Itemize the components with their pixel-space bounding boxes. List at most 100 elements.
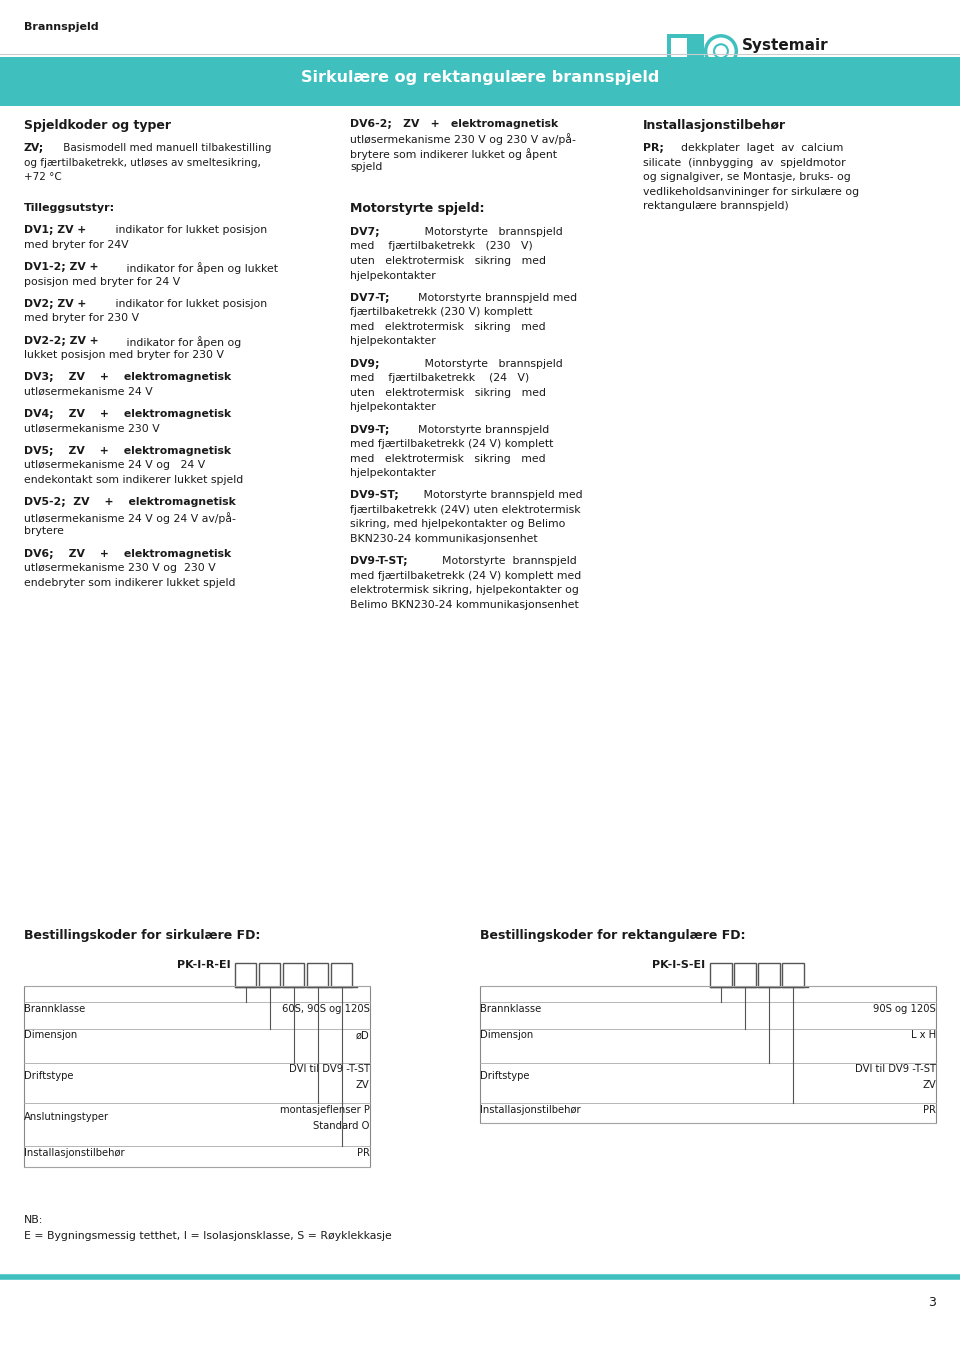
Bar bbox=[259, 963, 280, 987]
Text: Motorstyrte brannspjeld med: Motorstyrte brannspjeld med bbox=[420, 490, 582, 500]
Text: med bryter for 24V: med bryter for 24V bbox=[24, 240, 129, 249]
Text: DV7-T;: DV7-T; bbox=[350, 292, 390, 303]
Text: DV3;    ZV    +    elektromagnetisk: DV3; ZV + elektromagnetisk bbox=[24, 372, 231, 383]
Text: DVI til DV9 -T-ST: DVI til DV9 -T-ST bbox=[855, 1064, 936, 1074]
Text: Motorstyrte brannspjeld med: Motorstyrte brannspjeld med bbox=[411, 292, 577, 303]
Text: PK-I-R-EI: PK-I-R-EI bbox=[177, 960, 230, 970]
Text: Driftstype: Driftstype bbox=[480, 1071, 530, 1082]
Text: utløsermekanisme 24 V: utløsermekanisme 24 V bbox=[24, 387, 153, 397]
Bar bbox=[710, 963, 732, 987]
Text: DV9-T-ST;: DV9-T-ST; bbox=[350, 556, 408, 566]
Text: ZV: ZV bbox=[923, 1080, 936, 1090]
Bar bbox=[667, 34, 704, 69]
Text: DVI til DV9 -T-ST: DVI til DV9 -T-ST bbox=[289, 1064, 370, 1074]
Text: Bestillingskoder for sirkulære FD:: Bestillingskoder for sirkulære FD: bbox=[24, 929, 260, 943]
Text: endekontakt som indikerer lukket spjeld: endekontakt som indikerer lukket spjeld bbox=[24, 475, 243, 485]
Text: Brannklasse: Brannklasse bbox=[24, 1004, 85, 1013]
Text: DV9;: DV9; bbox=[350, 358, 380, 369]
Text: NB:: NB: bbox=[24, 1215, 43, 1224]
Text: indikator for lukket posisjon: indikator for lukket posisjon bbox=[112, 225, 268, 236]
Bar bbox=[782, 963, 804, 987]
Text: utløsermekanisme 230 V og  230 V: utløsermekanisme 230 V og 230 V bbox=[24, 563, 216, 572]
Text: og fjærtilbaketrekk, utløses av smeltesikring,: og fjærtilbaketrekk, utløses av smeltesi… bbox=[24, 158, 261, 168]
Text: Motorstyrte brannspjeld: Motorstyrte brannspjeld bbox=[411, 424, 549, 435]
Text: 3: 3 bbox=[928, 1296, 936, 1309]
Bar bbox=[734, 963, 756, 987]
Text: utløsermekanisme 230 V: utløsermekanisme 230 V bbox=[24, 424, 159, 434]
Text: Belimo BKN230-24 kommunikasjonsenhet: Belimo BKN230-24 kommunikasjonsenhet bbox=[350, 599, 579, 610]
Text: DV5;    ZV    +    elektromagnetisk: DV5; ZV + elektromagnetisk bbox=[24, 446, 231, 455]
Text: BKN230-24 kommunikasjonsenhet: BKN230-24 kommunikasjonsenhet bbox=[350, 533, 538, 544]
Text: indikator for lukket posisjon: indikator for lukket posisjon bbox=[112, 299, 268, 308]
Text: lukket posisjon med bryter for 230 V: lukket posisjon med bryter for 230 V bbox=[24, 350, 224, 360]
Text: uten   elektrotermisk   sikring   med: uten elektrotermisk sikring med bbox=[350, 256, 546, 265]
Text: dekkplater  laget  av  calcium: dekkplater laget av calcium bbox=[674, 143, 843, 154]
Bar bbox=[283, 963, 304, 987]
Text: brytere: brytere bbox=[24, 527, 64, 536]
Text: Motorstyrte  brannspjeld: Motorstyrte brannspjeld bbox=[435, 556, 577, 566]
Text: Dimensjon: Dimensjon bbox=[24, 1030, 77, 1040]
Text: 60S, 90S og 120S: 60S, 90S og 120S bbox=[281, 1004, 370, 1013]
Text: Sirkulære og rektangulære brannspjeld: Sirkulære og rektangulære brannspjeld bbox=[300, 70, 660, 85]
Text: Anslutningstyper: Anslutningstyper bbox=[24, 1111, 109, 1122]
Text: med   elektrotermisk   sikring   med: med elektrotermisk sikring med bbox=[350, 454, 546, 463]
Text: DV7;: DV7; bbox=[350, 226, 380, 237]
Text: DV1; ZV +: DV1; ZV + bbox=[24, 225, 86, 236]
Text: indikator for åpen og: indikator for åpen og bbox=[123, 335, 241, 348]
Text: PR: PR bbox=[357, 1148, 370, 1157]
Text: fjærtilbaketrekk (230 V) komplett: fjærtilbaketrekk (230 V) komplett bbox=[350, 307, 533, 318]
Text: med    fjærtilbaketrekk    (24   V): med fjærtilbaketrekk (24 V) bbox=[350, 373, 530, 383]
Text: PK-I-S-EI: PK-I-S-EI bbox=[653, 960, 706, 970]
Text: DV6;    ZV    +    elektromagnetisk: DV6; ZV + elektromagnetisk bbox=[24, 548, 231, 559]
Text: rektangulære brannspjeld): rektangulære brannspjeld) bbox=[643, 202, 789, 211]
Text: DV9-T;: DV9-T; bbox=[350, 424, 390, 435]
Text: Brannklasse: Brannklasse bbox=[480, 1004, 541, 1013]
Text: Systemair: Systemair bbox=[742, 38, 828, 53]
Text: fjærtilbaketrekk (24V) uten elektrotermisk: fjærtilbaketrekk (24V) uten elektrotermi… bbox=[350, 505, 581, 515]
Text: E = Bygningsmessig tetthet, I = Isolasjonsklasse, S = Røyklekkasje: E = Bygningsmessig tetthet, I = Isolasjo… bbox=[24, 1231, 392, 1241]
Bar bbox=[307, 963, 328, 987]
Text: sikring, med hjelpekontakter og Belimo: sikring, med hjelpekontakter og Belimo bbox=[350, 520, 565, 529]
Text: spjeld: spjeld bbox=[350, 162, 383, 172]
Text: +72 °C: +72 °C bbox=[24, 172, 61, 182]
Bar bbox=[331, 963, 352, 987]
Text: Motorstyrte spjeld:: Motorstyrte spjeld: bbox=[350, 202, 485, 216]
Text: Standard O: Standard O bbox=[313, 1121, 370, 1130]
Text: DV2-2; ZV +: DV2-2; ZV + bbox=[24, 335, 99, 346]
Text: ZV: ZV bbox=[356, 1080, 370, 1090]
Bar bbox=[24, 986, 370, 1167]
Bar bbox=[0, 57, 960, 106]
Text: brytere som indikerer lukket og åpent: brytere som indikerer lukket og åpent bbox=[350, 148, 558, 159]
Text: DV2; ZV +: DV2; ZV + bbox=[24, 299, 86, 308]
Text: med fjærtilbaketrekk (24 V) komplett: med fjærtilbaketrekk (24 V) komplett bbox=[350, 439, 554, 449]
Text: utløsermekanisme 24 V og   24 V: utløsermekanisme 24 V og 24 V bbox=[24, 461, 205, 470]
Text: Dimensjon: Dimensjon bbox=[480, 1030, 533, 1040]
Text: indikator for åpen og lukket: indikator for åpen og lukket bbox=[123, 263, 277, 273]
Text: utløsermekanisme 24 V og 24 V av/på-: utløsermekanisme 24 V og 24 V av/på- bbox=[24, 512, 236, 524]
Text: hjelpekontakter: hjelpekontakter bbox=[350, 403, 436, 412]
Text: øD: øD bbox=[356, 1030, 370, 1040]
Text: DV9-ST;: DV9-ST; bbox=[350, 490, 399, 500]
Bar bbox=[671, 38, 687, 65]
Text: med fjærtilbaketrekk (24 V) komplett med: med fjærtilbaketrekk (24 V) komplett med bbox=[350, 571, 582, 581]
Text: DV6-2;   ZV   +   elektromagnetisk: DV6-2; ZV + elektromagnetisk bbox=[350, 119, 559, 128]
Text: Tilleggsutstyr:: Tilleggsutstyr: bbox=[24, 203, 115, 213]
Text: elektrotermisk sikring, hjelpekontakter og: elektrotermisk sikring, hjelpekontakter … bbox=[350, 586, 579, 595]
Text: ZV;: ZV; bbox=[24, 143, 44, 154]
Text: PR;: PR; bbox=[643, 143, 664, 154]
Text: med bryter for 230 V: med bryter for 230 V bbox=[24, 314, 139, 323]
Text: hjelpekontakter: hjelpekontakter bbox=[350, 271, 436, 280]
Text: Motorstyrte   brannspjeld: Motorstyrte brannspjeld bbox=[400, 226, 564, 237]
Text: med   elektrotermisk   sikring   med: med elektrotermisk sikring med bbox=[350, 322, 546, 331]
Text: DV4;    ZV    +    elektromagnetisk: DV4; ZV + elektromagnetisk bbox=[24, 409, 231, 419]
Text: Installasjonstilbehør: Installasjonstilbehør bbox=[643, 119, 786, 132]
Text: Brannspjeld: Brannspjeld bbox=[24, 22, 99, 31]
Text: Motorstyrte   brannspjeld: Motorstyrte brannspjeld bbox=[400, 358, 564, 369]
Text: 90S og 120S: 90S og 120S bbox=[874, 1004, 936, 1013]
Text: Spjeldkoder og typer: Spjeldkoder og typer bbox=[24, 119, 171, 132]
Text: Installasjonstilbehør: Installasjonstilbehør bbox=[480, 1105, 581, 1114]
Bar bbox=[480, 986, 936, 1123]
Text: Bestillingskoder for rektangulære FD:: Bestillingskoder for rektangulære FD: bbox=[480, 929, 746, 943]
Bar bbox=[235, 963, 256, 987]
Text: DV5-2;  ZV    +    elektromagnetisk: DV5-2; ZV + elektromagnetisk bbox=[24, 497, 236, 508]
